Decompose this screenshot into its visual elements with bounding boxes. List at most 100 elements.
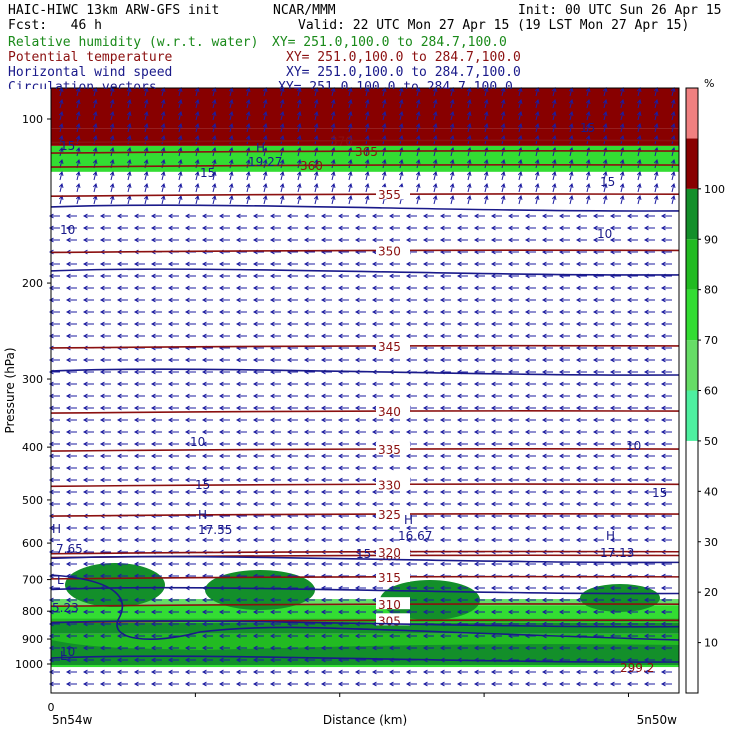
wind-arrow (99, 681, 111, 687)
wind-arrow (490, 477, 502, 483)
wind-arrow (524, 393, 536, 399)
wind-arrow (303, 381, 315, 387)
wind-arrow (184, 609, 196, 615)
wind-arrow (92, 98, 98, 109)
wind-arrow (116, 333, 128, 339)
wind-arrow (65, 273, 77, 279)
wind-arrow (354, 285, 366, 291)
wind-arrow (337, 321, 349, 327)
wind-arrow (218, 453, 230, 459)
wind-arrow (48, 477, 60, 483)
wind-arrow (65, 237, 77, 243)
wind-arrow (405, 609, 417, 615)
wind-arrow (388, 261, 400, 267)
wind-arrow (473, 537, 485, 543)
wind-arrow (252, 465, 264, 471)
wind-arrow (371, 465, 383, 471)
wind-arrow (643, 465, 655, 471)
wind-arrow (490, 597, 502, 603)
wind-arrow (286, 417, 298, 423)
wind-arrow (201, 621, 213, 627)
wind-arrow (643, 321, 655, 327)
wind-arrow (524, 669, 536, 675)
wind-arrow (643, 237, 655, 243)
wind-arrow (82, 285, 94, 291)
wind-arrow (592, 225, 604, 231)
wind-arrow (269, 465, 281, 471)
theta-label-bg (376, 597, 410, 610)
wind-arrow (422, 393, 434, 399)
wind-arrow (48, 261, 60, 267)
wind-arrow (48, 405, 60, 411)
wind-arrow (303, 405, 315, 411)
wind-arrow (337, 285, 349, 291)
isotach-contour (50, 574, 680, 641)
wind-arrow (99, 369, 111, 375)
wind-arrow (201, 633, 213, 639)
theta-label: 310 (378, 598, 401, 612)
theta-contour (50, 164, 680, 168)
wind-arrow (143, 98, 149, 109)
wind-arrow (422, 333, 434, 339)
wind-arrow (439, 609, 451, 615)
wind-arrow (456, 285, 468, 291)
wind-arrow (286, 297, 298, 303)
wind-arrow (245, 134, 251, 145)
y-tick-label: 200 (22, 277, 43, 290)
wind-arrow (303, 321, 315, 327)
wind-arrow (422, 261, 434, 267)
wind-arrow (371, 453, 383, 459)
wind-arrow (82, 321, 94, 327)
wind-arrow (337, 297, 349, 303)
wind-arrow (99, 273, 111, 279)
wind-arrow (422, 681, 434, 687)
wind-arrow (133, 381, 145, 387)
wind-arrow (150, 321, 162, 327)
wind-arrow (160, 110, 166, 121)
wind-arrow (99, 501, 111, 507)
wind-arrow (133, 645, 145, 651)
wind-arrow (286, 465, 298, 471)
wind-arrow (218, 261, 230, 267)
wind-arrow (116, 501, 128, 507)
wind-arrow (252, 321, 264, 327)
wind-arrow (456, 309, 468, 315)
wind-arrow (558, 237, 570, 243)
wind-arrow (524, 321, 536, 327)
wind-arrow (126, 98, 132, 109)
wind-arrow (558, 225, 570, 231)
wind-arrow (65, 465, 77, 471)
wind-arrow (296, 110, 302, 121)
wind-arrow (211, 158, 217, 169)
wind-arrow (558, 609, 570, 615)
wind-arrow (575, 513, 587, 519)
wind-arrow (415, 194, 421, 205)
wind-arrow (592, 369, 604, 375)
wind-arrow (269, 645, 281, 651)
wind-arrow (99, 477, 111, 483)
wind-arrow (245, 98, 251, 109)
wind-arrow (575, 597, 587, 603)
wind-arrow (466, 110, 472, 121)
wind-arrow (167, 501, 179, 507)
wind-arrow (211, 110, 217, 121)
wind-arrow (82, 489, 94, 495)
wind-arrow (602, 194, 608, 205)
wind-arrow (330, 182, 336, 193)
wind-arrow (405, 285, 417, 291)
wind-arrow (643, 309, 655, 315)
wind-arrow (466, 170, 472, 181)
wind-arrow (456, 501, 468, 507)
wind-arrow (201, 453, 213, 459)
wind-arrow (133, 393, 145, 399)
wind-arrow (167, 609, 179, 615)
wind-arrow (286, 441, 298, 447)
wind-arrow (364, 122, 370, 133)
wind-arrow (636, 182, 642, 193)
wind-arrow (660, 369, 672, 375)
wind-arrow (388, 669, 400, 675)
valid-time: Valid: 22 UTC Mon 27 Apr 15 (19 LST Mon … (298, 18, 690, 33)
wind-arrow (320, 441, 332, 447)
wind-arrow (167, 297, 179, 303)
wind-arrow (653, 194, 659, 205)
